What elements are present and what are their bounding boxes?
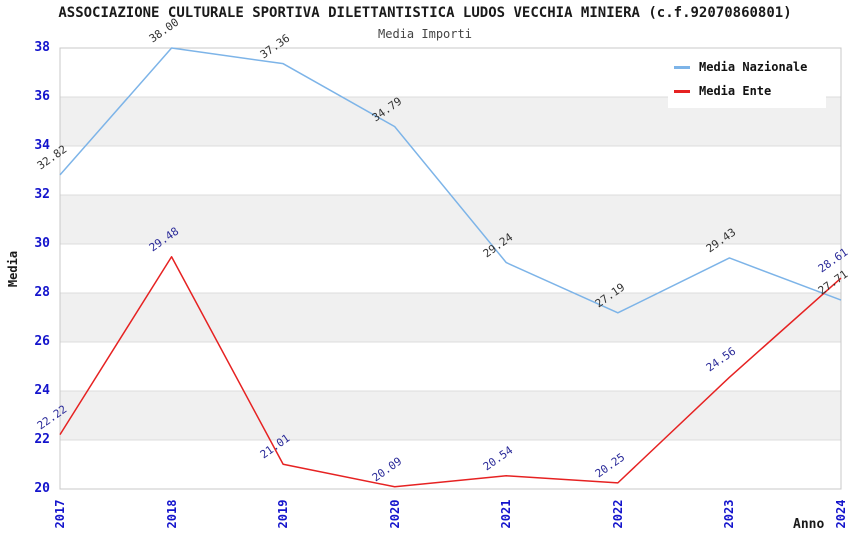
plot-border [59,47,842,490]
plot-band [60,293,841,342]
x-axis-title: Anno [793,517,825,532]
plot-band [60,391,841,440]
legend-label: Media Ente [699,84,772,98]
y-tick-label: 28 [34,285,50,300]
legend-entry: Media Ente [674,79,820,103]
series-line-media-nazionale [59,47,842,314]
y-tick-label: 26 [34,334,50,349]
series-line-media-ente [59,255,842,488]
y-tick-label: 32 [34,187,50,202]
x-tick-label: 2017 [53,499,67,529]
plot-band [60,195,841,244]
y-axis-title: Media [6,250,20,288]
legend-entry: Media Nazionale [674,55,820,79]
x-tick-label: 2023 [722,499,737,529]
chart-subtitle: Media Importi [378,27,472,41]
legend-line-icon [674,65,690,69]
y-tick-label: 20 [34,481,50,496]
legend-line-icon [674,89,690,93]
y-tick-label: 38 [34,40,50,55]
x-tick-label: 2021 [499,499,514,529]
x-tick-label: 2018 [164,499,179,529]
y-tick-label: 36 [34,89,50,104]
legend: Media Nazionale Media Ente [668,50,826,108]
y-tick-label: 22 [34,432,50,447]
y-tick-label: 24 [34,383,50,398]
legend-label: Media Nazionale [699,60,808,74]
chart-title: ASSOCIAZIONE CULTURALE SPORTIVA DILETTAN… [58,5,792,21]
x-tick-label: 2019 [276,499,291,529]
x-tick-label: 2024 [834,499,848,529]
x-tick-label: 2020 [387,499,402,529]
y-tick-label: 30 [34,236,50,251]
x-tick-label: 2022 [610,499,625,529]
y-tick-label: 34 [34,138,50,153]
